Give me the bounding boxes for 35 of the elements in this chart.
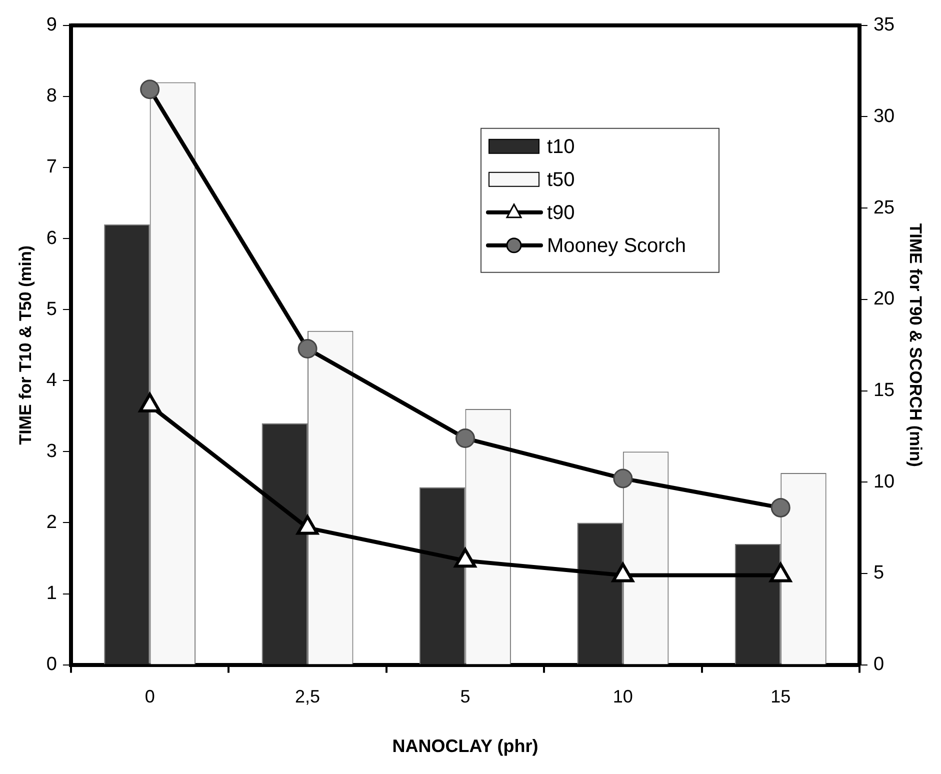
x-tick-label: 2,5 xyxy=(295,686,320,707)
point xyxy=(770,562,792,582)
point xyxy=(612,562,634,582)
y2-axis-title: TIME for T90 & SCORCH (min) xyxy=(906,223,926,467)
y-axis-title: TIME for T10 & T50 (min) xyxy=(16,245,35,445)
y-tick-label: 5 xyxy=(46,298,57,320)
x-axis-title: NANOCLAY (phr) xyxy=(392,736,538,756)
y2-tick-label: 0 xyxy=(873,654,884,676)
x-tick-label: 0 xyxy=(144,686,155,707)
legend-label: t10 xyxy=(546,136,575,158)
x-tick-label: 15 xyxy=(770,686,791,707)
y2-tick-label: 5 xyxy=(873,562,884,584)
point xyxy=(296,515,319,535)
y2-tick-label: 25 xyxy=(873,197,895,218)
y-tick-label: 4 xyxy=(46,370,58,391)
legend-label: Mooney Scorch xyxy=(546,234,686,257)
y-tick-label: 8 xyxy=(46,86,57,107)
y-tick-label: 0 xyxy=(46,654,57,676)
point xyxy=(138,392,161,412)
y-tick-label: 3 xyxy=(46,440,57,462)
y2-tick-label: 15 xyxy=(873,380,895,402)
x-tick-label: 10 xyxy=(612,686,633,707)
y2-tick-label: 30 xyxy=(873,106,895,127)
y2-tick-label: 20 xyxy=(873,288,895,310)
y2-tick-label: 35 xyxy=(873,14,895,36)
y-tick-label: 2 xyxy=(46,512,57,533)
y2-tick-label: 10 xyxy=(873,471,895,492)
point xyxy=(454,548,476,568)
y-tick-label: 6 xyxy=(46,228,57,249)
legend-label: t90 xyxy=(546,202,575,224)
x-tick-label: 5 xyxy=(460,686,470,707)
y-tick-label: 9 xyxy=(46,14,57,36)
y-tick-label: 7 xyxy=(46,156,57,178)
y-tick-label: 1 xyxy=(46,582,57,604)
legend-label: t50 xyxy=(546,168,575,191)
